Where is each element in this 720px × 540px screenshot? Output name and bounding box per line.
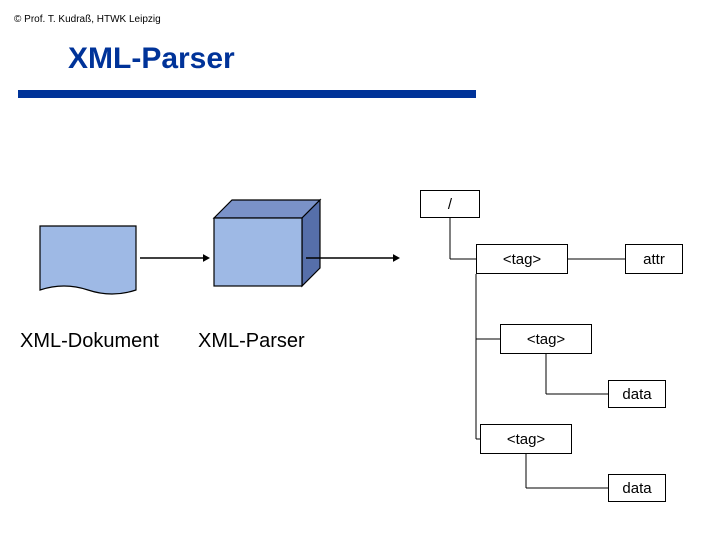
tree-node-root: / [420, 190, 480, 218]
diagram-svg [0, 0, 720, 540]
tree-node-tag3: <tag> [480, 424, 572, 454]
tree-node-data2: data [608, 474, 666, 502]
tree-node-attr: attr [625, 244, 683, 274]
tree-node-data1: data [608, 380, 666, 408]
tree-node-tag1: <tag> [476, 244, 568, 274]
caption-xml-parser: XML-Parser [198, 330, 305, 353]
caption-xml-dokument: XML-Dokument [20, 330, 159, 353]
tree-node-tag2: <tag> [500, 324, 592, 354]
